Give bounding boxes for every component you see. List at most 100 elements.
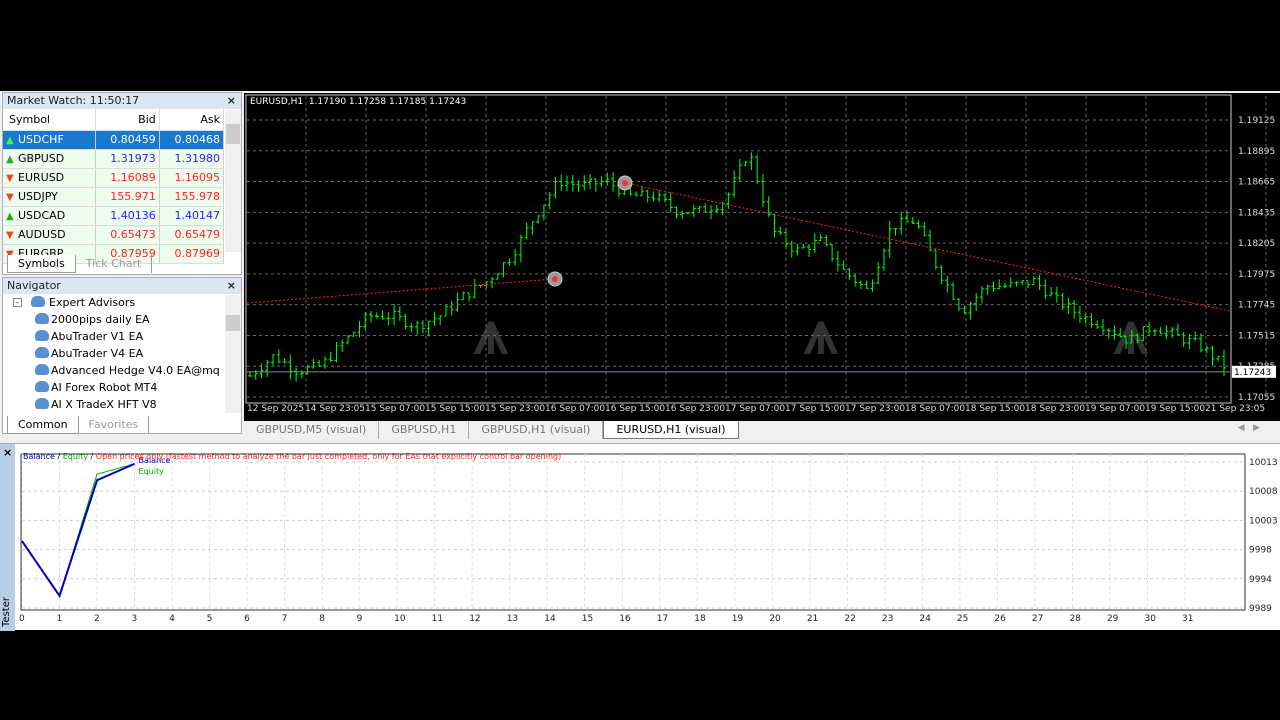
close-icon[interactable]: × xyxy=(226,94,236,107)
ea-name: AI X TradeX HFT V8 xyxy=(51,398,157,411)
tab-symbols[interactable]: Symbols xyxy=(7,255,76,273)
series-label: Equity xyxy=(139,467,165,476)
navigator-ea-item[interactable]: AbuTrader V1 EA xyxy=(3,328,241,345)
symbol-name: USDCHF xyxy=(18,133,64,146)
col-symbol[interactable]: Symbol xyxy=(3,109,96,131)
tab-favorites[interactable]: Favorites xyxy=(79,416,150,434)
legend-equity: Equity xyxy=(62,452,88,461)
symbol-row[interactable]: ▼ USDJPY 155.971 155.978 xyxy=(3,187,225,207)
x-tick-label: 31 xyxy=(1182,614,1193,624)
expert-advisor-icon xyxy=(35,347,49,358)
current-price-label: 1.17243 xyxy=(1234,368,1271,378)
bid-cell: 155.971 xyxy=(95,187,160,207)
tree-root-label: Expert Advisors xyxy=(49,296,136,309)
y-tick-label: 10013 xyxy=(1249,458,1278,468)
x-tick-label: 12 xyxy=(469,614,480,624)
col-bid[interactable]: Bid xyxy=(95,109,160,131)
x-tick-label: 26 xyxy=(994,614,1006,624)
tab-gbpusd-h1-visual-[interactable]: GBPUSD,H1 (visual) xyxy=(469,421,604,439)
symbol-name: USDCAD xyxy=(18,209,66,222)
market-watch-table: Symbol Bid Ask ▲ USDCHF 0.80459 0.80468 ▲ GBPUS… xyxy=(3,109,225,264)
time-tick-label: 15 Sep 07:00 xyxy=(365,404,425,414)
legend-mode: Open prices only (fastest method to anal… xyxy=(95,452,562,461)
price-tick-label: 1.19125 xyxy=(1238,116,1275,126)
ea-name: AbuTrader V4 EA xyxy=(51,347,144,360)
time-tick-label: 17 Sep 07:00 xyxy=(725,404,785,414)
x-tick-label: 15 xyxy=(582,614,593,624)
collapse-icon[interactable]: - xyxy=(13,298,22,307)
price-tick-label: 1.17055 xyxy=(1238,393,1275,403)
y-tick-label: 9989 xyxy=(1249,604,1272,614)
price-tick-label: 1.18665 xyxy=(1238,178,1275,188)
tab-scroll-arrows[interactable]: ◀ ▶ xyxy=(1237,423,1260,433)
x-tick-label: 14 xyxy=(544,614,556,624)
tester-frame xyxy=(20,453,1246,611)
price-tick-label: 1.17975 xyxy=(1238,270,1275,280)
time-tick-label: 17 Sep 15:00 xyxy=(785,404,845,414)
navigator-ea-item[interactable]: Advanced Hedge V4.0 EA@mq xyxy=(3,362,241,379)
navigator-title: Navigator xyxy=(7,279,61,292)
x-tick-label: 20 xyxy=(769,614,781,624)
close-icon[interactable]: × xyxy=(226,279,236,292)
tab-tick-chart[interactable]: Tick Chart xyxy=(76,255,153,273)
navigator-ea-item[interactable]: AI Forex Robot MT4 xyxy=(3,379,241,396)
symbol-cell: ▼ AUDUSD xyxy=(3,225,96,245)
tree-expert-advisors[interactable]: - Expert Advisors xyxy=(3,294,241,311)
bid-cell: 0.80459 xyxy=(95,130,160,150)
symbol-row[interactable]: ▲ USDCHF 0.80459 0.80468 xyxy=(3,130,225,150)
candle-chart-svg[interactable]: ⩚ ⩚ ⩚1.191251.188951.186651.184351.182051.… xyxy=(244,93,1280,421)
col-ask[interactable]: Ask xyxy=(159,109,225,131)
tab-gbpusd-m5-visual-[interactable]: GBPUSD,M5 (visual) xyxy=(244,421,380,439)
ea-name: AI Forex Robot MT4 xyxy=(51,381,158,394)
ask-cell: 1.16095 xyxy=(159,168,225,188)
navigator-ea-item[interactable]: AbuTrader V4 EA xyxy=(3,345,241,362)
expert-advisors-icon xyxy=(31,296,45,307)
tab-gbpusd-h1[interactable]: GBPUSD,H1 xyxy=(379,421,470,439)
current-price-box xyxy=(1232,365,1276,378)
market-watch-panel: Market Watch: 11:50:17 × Symbol Bid Ask ▲ US… xyxy=(2,92,242,275)
trade-line xyxy=(246,278,556,304)
y-tick-label: 9998 xyxy=(1249,546,1272,556)
time-tick-label: 15 Sep 23:00 xyxy=(485,404,545,414)
ask-cell: 0.80468 xyxy=(159,130,225,150)
series-balance xyxy=(21,462,135,599)
ask-cell: 1.40147 xyxy=(159,206,225,226)
legend-balance: Balance xyxy=(23,452,55,461)
time-tick-label: 15 Sep 15:00 xyxy=(425,404,485,414)
navigator-ea-item[interactable]: AI X TradeX HFT V8 xyxy=(3,396,241,413)
symbol-row[interactable]: ▼ AUDUSD 0.65473 0.65479 xyxy=(3,225,225,245)
expert-advisor-icon xyxy=(35,313,49,324)
tester-legend: Balance / Equity / Open prices only (fas… xyxy=(23,452,562,461)
scrollbar[interactable] xyxy=(225,295,241,413)
symbol-cell: ▲ GBPUSD xyxy=(3,149,96,169)
x-tick-label: 16 xyxy=(619,614,631,624)
expert-advisor-icon xyxy=(35,381,49,392)
price-chart[interactable]: ⩚ ⩚ ⩚ 1.19125 1.18895 1.18665 1.18435 1.18205 1.… xyxy=(244,93,1280,421)
expert-advisor-icon xyxy=(35,398,49,409)
x-tick-label: 19 xyxy=(732,614,744,624)
bid-cell: 1.16089 xyxy=(95,168,160,188)
x-tick-label: 11 xyxy=(432,614,443,624)
x-tick-label: 23 xyxy=(882,614,893,624)
symbol-cell: ▼ USDJPY xyxy=(3,187,96,207)
navigator-panel: Navigator × - Expert Advisors 2000pips dai… xyxy=(2,277,242,434)
trade-line xyxy=(624,182,1231,312)
symbol-row[interactable]: ▲ GBPUSD 1.31973 1.31980 xyxy=(3,149,225,169)
symbol-row[interactable]: ▼ EURUSD 1.16089 1.16095 xyxy=(3,168,225,188)
arrow-up-icon: ▲ xyxy=(6,154,14,165)
x-tick-label: 1 xyxy=(57,614,63,624)
scrollbar[interactable] xyxy=(225,110,241,252)
x-tick-label: 22 xyxy=(844,614,855,624)
navigator-ea-item[interactable]: 2000pips daily EA xyxy=(3,311,241,328)
symbol-row[interactable]: ▲ USDCAD 1.40136 1.40147 xyxy=(3,206,225,226)
tab-common[interactable]: Common xyxy=(7,416,79,434)
chart-tabs: GBPUSD,M5 (visual) GBPUSD,H1 GBPUSD,H1 (vi… xyxy=(244,421,739,439)
x-tick-label: 24 xyxy=(919,614,931,624)
ask-cell: 0.87969 xyxy=(159,244,225,264)
ea-name: Advanced Hedge V4.0 EA@mq xyxy=(51,364,220,377)
series-label: Balance xyxy=(139,456,171,465)
arrow-down-icon: ▼ xyxy=(6,192,14,203)
tab-eurusd-h1-visual-[interactable]: EURUSD,H1 (visual) xyxy=(603,421,739,439)
x-tick-label: 3 xyxy=(132,614,138,624)
close-icon[interactable]: × xyxy=(3,446,13,459)
